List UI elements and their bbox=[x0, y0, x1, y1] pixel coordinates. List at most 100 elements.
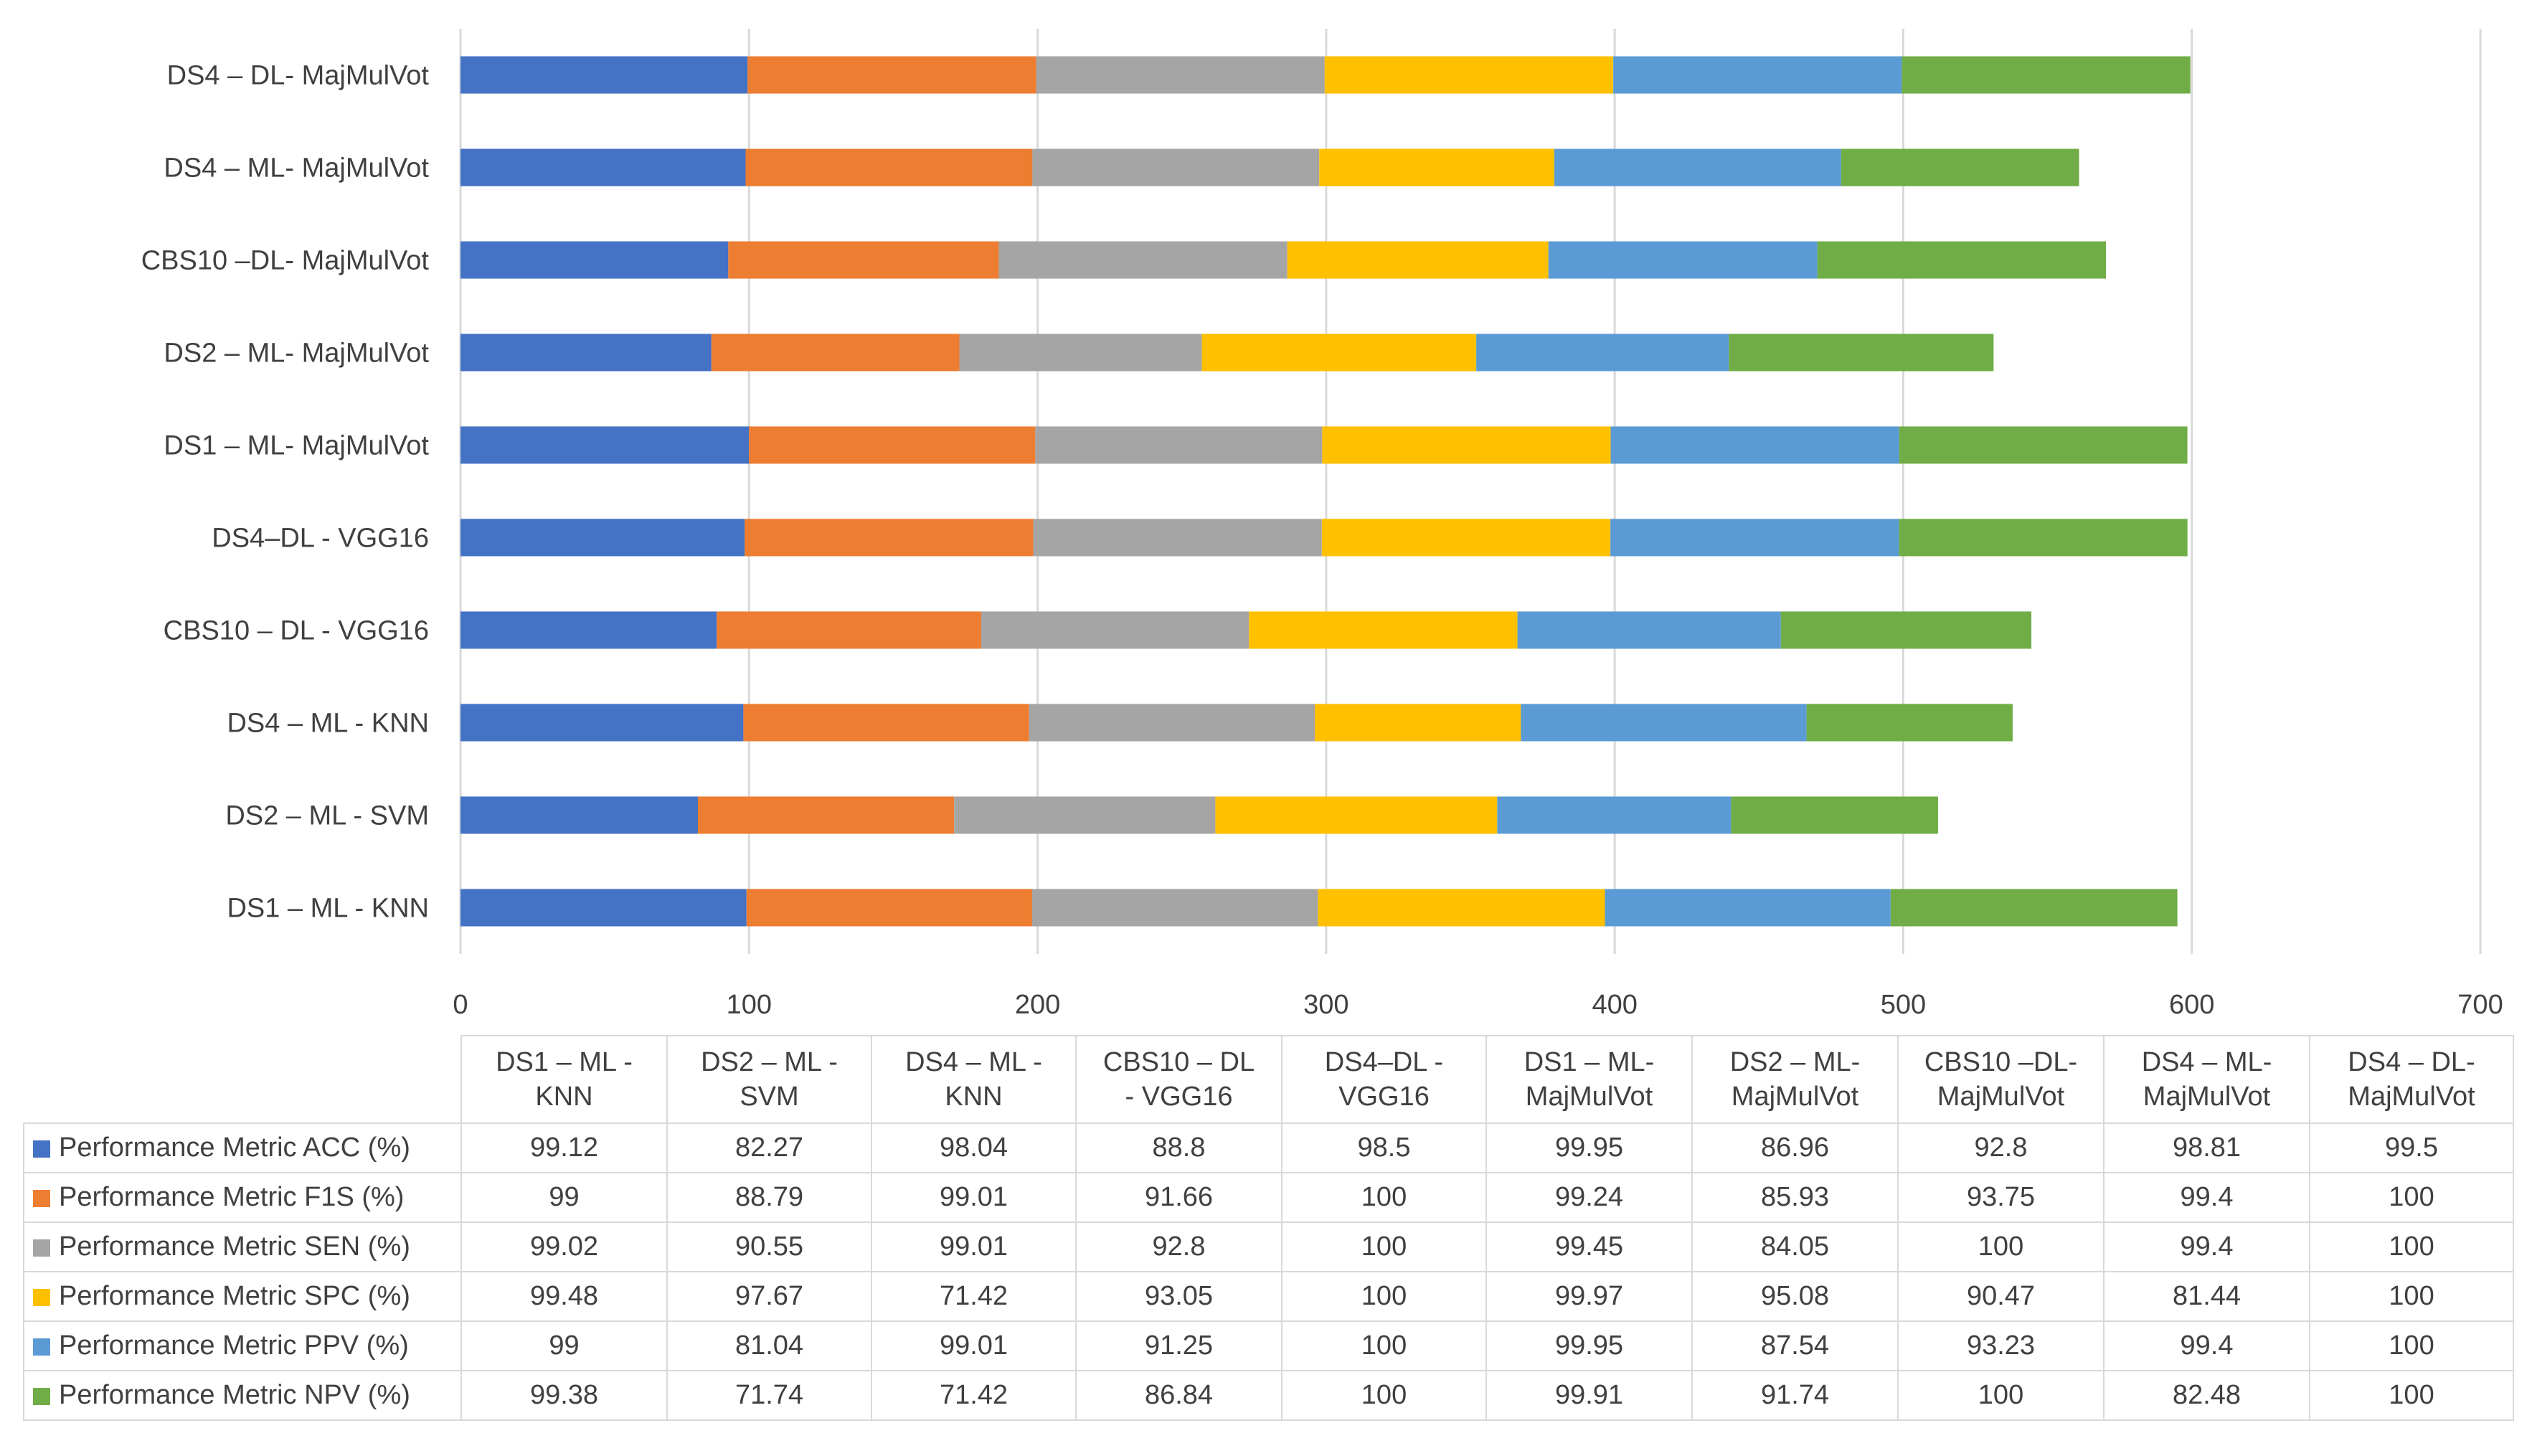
table-cell: 100 bbox=[1281, 1271, 1487, 1322]
y-category-label: CBS10 –DL- MajMulVot bbox=[141, 246, 430, 276]
header-line: KNN bbox=[535, 1082, 593, 1112]
bar-segment-7-5 bbox=[1476, 334, 1729, 372]
table-cell: 91.74 bbox=[1691, 1370, 1899, 1421]
bar-segment-10-5 bbox=[1613, 56, 1902, 94]
bar-segment-9-5 bbox=[1554, 148, 1841, 186]
y-category-label: DS1 – ML - KNN bbox=[227, 894, 429, 924]
bar-segment-1-1 bbox=[460, 889, 747, 927]
table-cell: 84.05 bbox=[1691, 1221, 1899, 1272]
table-cell: 81.44 bbox=[2103, 1271, 2310, 1322]
table-cell: 100 bbox=[2309, 1271, 2514, 1322]
header-line: MajMulVot bbox=[1525, 1082, 1653, 1112]
table-cell: 99.4 bbox=[2103, 1221, 2310, 1272]
bar-segment-7-4 bbox=[1201, 334, 1477, 372]
bar-segment-9-2 bbox=[745, 148, 1033, 186]
table-cell: 97.67 bbox=[666, 1271, 872, 1322]
bar-segment-2-4 bbox=[1215, 796, 1498, 834]
table-cell: 99.48 bbox=[460, 1271, 668, 1322]
table-row: Performance Metric SPC (%) 99.48 97.67 71.4… bbox=[23, 1271, 2514, 1322]
y-category-label: DS1 – ML- MajMulVot bbox=[164, 431, 429, 461]
legend-label: Performance Metric SPC (%) bbox=[59, 1281, 410, 1311]
table-cell: 99.02 bbox=[460, 1221, 668, 1272]
header-line: SVM bbox=[740, 1082, 799, 1112]
table-cell: 99.95 bbox=[1485, 1320, 1693, 1371]
bar-segment-8-4 bbox=[1287, 241, 1549, 279]
table-cell: 99.01 bbox=[871, 1221, 1077, 1272]
y-category-label: DS2 – ML- MajMulVot bbox=[164, 339, 429, 369]
x-tick-label: 500 bbox=[1881, 990, 1926, 1020]
table-cell: 91.66 bbox=[1075, 1172, 1282, 1223]
bar-segment-6-2 bbox=[749, 426, 1036, 464]
y-category-label: DS4 – ML- MajMulVot bbox=[164, 153, 429, 184]
table-column-header: DS4–DL - VGG16 bbox=[1281, 1035, 1487, 1124]
legend-swatch bbox=[33, 1388, 50, 1405]
bar-segment-7-2 bbox=[711, 334, 960, 372]
bar-segment-5-6 bbox=[1899, 519, 2188, 557]
legend-swatch bbox=[33, 1190, 50, 1207]
legend-entry: Performance Metric SPC (%) bbox=[23, 1271, 462, 1322]
bar-segment-10-6 bbox=[1902, 56, 2191, 94]
table-cell: 98.81 bbox=[2103, 1122, 2310, 1173]
bar-segment-7-6 bbox=[1729, 334, 1994, 372]
table-column-header: DS4 – ML - KNN bbox=[871, 1035, 1077, 1124]
bar-segment-2-5 bbox=[1497, 796, 1732, 834]
table-cell: 99.4 bbox=[2103, 1320, 2310, 1371]
table-column-header: CBS10 – DL - VGG16 bbox=[1075, 1035, 1282, 1124]
bar-segment-9-1 bbox=[460, 148, 746, 186]
legend-entry: Performance Metric ACC (%) bbox=[23, 1122, 462, 1173]
header-line: VGG16 bbox=[1338, 1082, 1430, 1112]
header-line: DS2 – ML - bbox=[701, 1047, 838, 1077]
table-column-header: DS2 – ML- MajMulVot bbox=[1691, 1035, 1899, 1124]
stacked-bar-chart: 0 100 200 300 400 500 600 700 DS1 – ML - KNN DS2… bbox=[141, 29, 2503, 1020]
legend-swatch bbox=[33, 1140, 50, 1158]
bar-segment-10-4 bbox=[1324, 56, 1614, 94]
table-cell: 93.75 bbox=[1897, 1172, 2105, 1223]
table-cell: 99.4 bbox=[2103, 1172, 2310, 1223]
bar-segment-9-4 bbox=[1319, 148, 1554, 186]
bar-segment-8-1 bbox=[460, 241, 729, 279]
legend-entry: Performance Metric PPV (%) bbox=[23, 1320, 462, 1371]
table-cell: 98.04 bbox=[871, 1122, 1077, 1173]
bar-segment-5-5 bbox=[1610, 519, 1899, 557]
bar-segment-3-5 bbox=[1521, 704, 1807, 742]
table-column-header: DS1 – ML- MajMulVot bbox=[1485, 1035, 1693, 1124]
y-category-label: DS4 – ML - KNN bbox=[227, 709, 429, 739]
bar-segment-7-1 bbox=[460, 334, 712, 372]
bar-segment-9-6 bbox=[1841, 148, 2079, 186]
legend-label: Performance Metric NPV (%) bbox=[59, 1380, 410, 1410]
y-category-label: DS4–DL - VGG16 bbox=[212, 524, 429, 554]
bar-segment-2-6 bbox=[1731, 796, 1938, 834]
table-cell: 100 bbox=[1281, 1320, 1487, 1371]
x-tick-label: 100 bbox=[727, 990, 772, 1020]
header-line: MajMulVot bbox=[2143, 1082, 2271, 1112]
table-cell: 87.54 bbox=[1691, 1320, 1899, 1371]
x-tick-label: 400 bbox=[1592, 990, 1637, 1020]
table-cell: 93.23 bbox=[1897, 1320, 2105, 1371]
bar-segment-2-2 bbox=[697, 796, 955, 834]
table-cell: 100 bbox=[1897, 1221, 2105, 1272]
table-cell: 98.5 bbox=[1281, 1122, 1487, 1173]
bar-segment-3-6 bbox=[1806, 704, 2013, 742]
data-table: DS1 – ML - KNN DS2 – ML - SVM DS4 – ML - KNN C… bbox=[23, 1035, 2514, 1421]
bar-segment-5-1 bbox=[460, 519, 745, 557]
table-cell: 81.04 bbox=[666, 1320, 872, 1371]
bar-segment-1-5 bbox=[1605, 889, 1891, 927]
bar-segment-4-1 bbox=[460, 611, 717, 649]
header-line: DS1 – ML- bbox=[1524, 1047, 1655, 1077]
table-cell: 88.8 bbox=[1075, 1122, 1282, 1173]
table-cell: 99 bbox=[460, 1320, 668, 1371]
bar-segment-1-3 bbox=[1032, 889, 1318, 927]
table-cell: 86.84 bbox=[1075, 1370, 1282, 1421]
y-category-label: CBS10 – DL - VGG16 bbox=[164, 616, 429, 646]
bars bbox=[460, 56, 2191, 927]
bar-segment-8-6 bbox=[1817, 241, 2107, 279]
header-line: MajMulVot bbox=[1731, 1082, 1859, 1112]
legend-entry: Performance Metric NPV (%) bbox=[23, 1370, 462, 1421]
table-cell: 95.08 bbox=[1691, 1271, 1899, 1322]
table-cell: 99.45 bbox=[1485, 1221, 1693, 1272]
table-cell: 100 bbox=[2309, 1221, 2514, 1272]
header-line: DS4–DL - bbox=[1324, 1047, 1444, 1077]
legend-entry: Performance Metric SEN (%) bbox=[23, 1221, 462, 1272]
table-column-header: DS1 – ML - KNN bbox=[460, 1035, 668, 1124]
table-column-header: DS4 – ML- MajMulVot bbox=[2103, 1035, 2310, 1124]
